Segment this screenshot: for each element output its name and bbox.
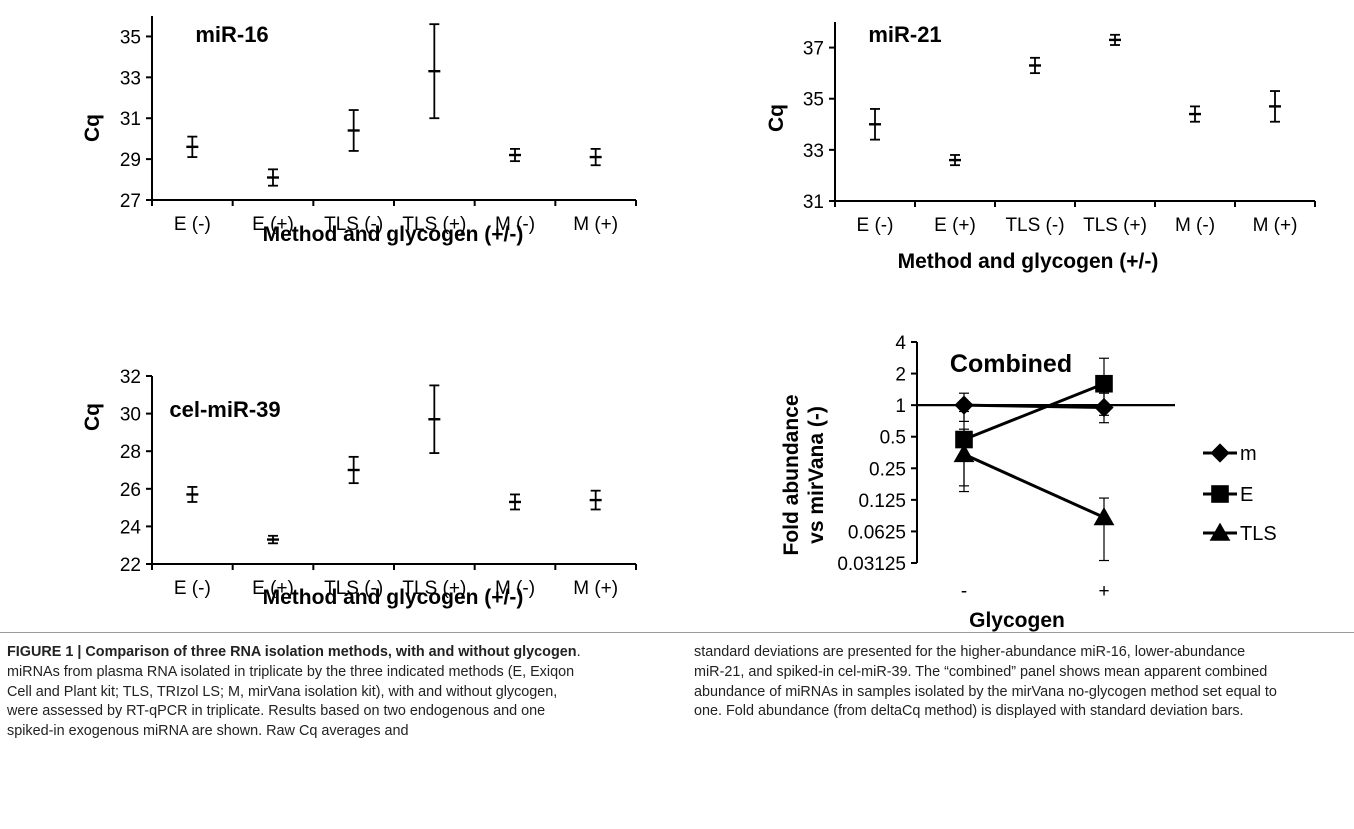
series-line-e xyxy=(963,382,1105,441)
panel-title-mir21: miR-21 xyxy=(868,22,941,47)
legend-marker-m xyxy=(1210,443,1230,463)
y-tick-label-cel-mir39-0: 22 xyxy=(120,555,141,576)
caption-text-left: . miRNAs from plasma RNA isolated in tri… xyxy=(7,644,581,740)
x-tick-label-cel-mir39-5: M (+) xyxy=(573,578,618,599)
x-tick-label-cel-mir39-0: E (-) xyxy=(174,578,211,599)
y-axis-title-combined-line2: vs mirVana (-) xyxy=(805,406,828,544)
data-point-tls-1 xyxy=(1093,507,1115,526)
y-axis-title-combined-line1: Fold abundance xyxy=(780,394,803,555)
x-tick-label-cel-mir39-3: TLS (+) xyxy=(402,578,466,599)
y-tick-label-mir16-0: 27 xyxy=(120,191,141,212)
x-tick-label-mir16-0: E (-) xyxy=(174,214,211,235)
x-tick-label-mir16-2: TLS (-) xyxy=(324,214,383,235)
y-tick-label-cel-mir39-1: 24 xyxy=(120,517,142,538)
x-tick-label-cel-mir39-2: TLS (-) xyxy=(324,578,383,599)
x-axis-title-mir16: Method and glycogen (+/-) xyxy=(263,223,524,246)
caption-divider xyxy=(0,632,1354,633)
y-tick-label-combined-0: 0.03125 xyxy=(837,554,906,575)
series-line-m xyxy=(963,403,1105,409)
y-tick-label-combined-7: 4 xyxy=(895,333,906,354)
y-tick-label-mir16-3: 33 xyxy=(120,68,141,89)
legend-marker-tls xyxy=(1209,522,1231,541)
figure-caption-right: standard deviations are presented for th… xyxy=(694,643,1278,722)
panel-cel-mir39: cel-miR-39 Cq Method and glycogen (+/-) … xyxy=(81,367,637,609)
y-tick-label-combined-1: 0.0625 xyxy=(848,522,906,543)
x-tick-label-mir21-3: TLS (+) xyxy=(1083,215,1147,236)
x-tick-label-mir16-1: E (+) xyxy=(252,214,294,235)
legend-marker-e xyxy=(1211,485,1229,503)
x-tick-label-cel-mir39-1: E (+) xyxy=(252,578,294,599)
x-tick-label-mir21-1: E (+) xyxy=(934,215,976,236)
data-point-tls-0 xyxy=(953,443,975,463)
y-tick-label-cel-mir39-3: 28 xyxy=(120,442,141,463)
x-tick-label-mir21-4: M (-) xyxy=(1175,215,1215,236)
y-tick-label-mir21-3: 37 xyxy=(803,39,824,60)
y-tick-label-mir16-1: 29 xyxy=(120,150,141,171)
x-tick-label-mir21-0: E (-) xyxy=(857,215,894,236)
y-tick-label-combined-5: 1 xyxy=(895,396,906,417)
y-axis-title-mir21: Cq xyxy=(765,104,788,132)
panel-mir16: miR-16 Cq Method and glycogen (+/-) 27 29… xyxy=(81,16,637,246)
x-tick-label-combined-1: + xyxy=(1098,581,1109,602)
legend-label-tls: TLS xyxy=(1240,523,1277,545)
y-tick-label-combined-6: 2 xyxy=(895,365,906,386)
x-tick-label-cel-mir39-4: M (-) xyxy=(495,578,535,599)
y-tick-label-mir21-2: 35 xyxy=(803,90,824,111)
y-tick-label-mir21-0: 31 xyxy=(803,192,824,213)
panel-title-mir16: miR-16 xyxy=(195,22,268,47)
y-axis-title-mir16: Cq xyxy=(81,114,104,142)
panel-combined: Combined Fold abundance vs mirVana (-) G… xyxy=(780,333,1277,632)
x-tick-label-mir16-4: M (-) xyxy=(495,214,535,235)
panel-title-cel-mir39: cel-miR-39 xyxy=(169,397,280,422)
x-tick-label-mir16-3: TLS (+) xyxy=(402,214,466,235)
y-axis-title-cel-mir39: Cq xyxy=(81,403,104,431)
y-tick-label-mir16-4: 35 xyxy=(120,27,141,48)
figure-canvas: miR-16 Cq Method and glycogen (+/-) 27 29… xyxy=(81,16,1316,632)
y-tick-label-cel-mir39-5: 32 xyxy=(120,367,141,388)
x-tick-label-mir21-5: M (+) xyxy=(1253,215,1298,236)
x-axis-title-combined: Glycogen xyxy=(969,609,1065,632)
series-line-tls xyxy=(963,452,1105,519)
y-tick-label-mir21-1: 33 xyxy=(803,141,824,162)
data-point-m-0 xyxy=(954,395,974,415)
y-tick-label-cel-mir39-4: 30 xyxy=(120,405,141,426)
x-tick-label-combined-0: - xyxy=(961,581,967,602)
y-tick-label-combined-4: 0.5 xyxy=(880,428,906,449)
data-point-e-1 xyxy=(1095,374,1113,393)
legend-label-e: E xyxy=(1240,484,1253,506)
caption-text-right: standard deviations are presented for th… xyxy=(694,644,1277,720)
y-tick-label-combined-2: 0.125 xyxy=(858,491,906,512)
x-tick-label-mir21-2: TLS (-) xyxy=(1005,215,1064,236)
caption-label: FIGURE 1 | Comparison of three RNA isola… xyxy=(7,644,577,660)
panel-mir21: miR-21 Cq Method and glycogen (+/-) 31 33… xyxy=(765,22,1316,273)
y-tick-label-combined-3: 0.25 xyxy=(869,459,906,480)
y-tick-label-mir16-2: 31 xyxy=(120,109,141,130)
x-axis-title-cel-mir39: Method and glycogen (+/-) xyxy=(263,586,524,609)
x-axis-title-mir21: Method and glycogen (+/-) xyxy=(898,250,1159,273)
y-tick-label-cel-mir39-2: 26 xyxy=(120,480,141,501)
figure-caption-left: FIGURE 1 | Comparison of three RNA isola… xyxy=(7,643,591,742)
legend-label-m: m xyxy=(1240,443,1257,465)
panel-title-combined: Combined xyxy=(950,350,1072,378)
legend-combined: mE TLS xyxy=(1203,443,1277,545)
x-tick-label-mir16-5: M (+) xyxy=(573,214,618,235)
